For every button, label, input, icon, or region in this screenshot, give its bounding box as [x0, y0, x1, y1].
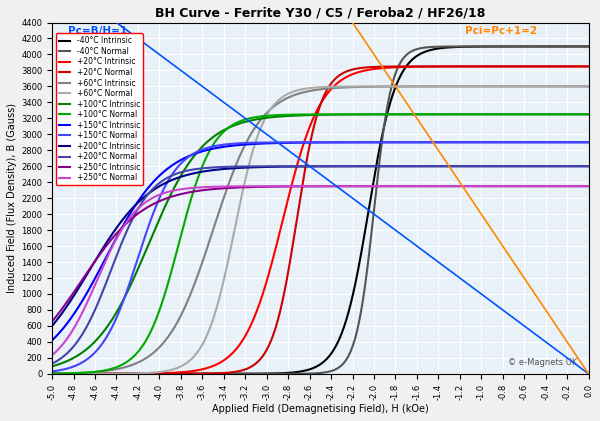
Legend: -40°C Intrinsic, -40°C Normal, +20°C Intrinsic, +20°C Normal, +60°C Intrinsic, +: -40°C Intrinsic, -40°C Normal, +20°C Int… [56, 33, 143, 185]
Title: BH Curve - Ferrite Y30 / C5 / Feroba2 / HF26/18: BH Curve - Ferrite Y30 / C5 / Feroba2 / … [155, 7, 485, 20]
Text: Pc=B/H=1: Pc=B/H=1 [68, 27, 127, 37]
Text: © e-Magnets UK: © e-Magnets UK [508, 358, 578, 367]
X-axis label: Applied Field (Demagnetising Field), H (kOe): Applied Field (Demagnetising Field), H (… [212, 404, 428, 414]
Text: Pci=Pc+1=2: Pci=Pc+1=2 [465, 27, 537, 37]
Y-axis label: Induced Field (Flux Density), B (Gauss): Induced Field (Flux Density), B (Gauss) [7, 103, 17, 293]
